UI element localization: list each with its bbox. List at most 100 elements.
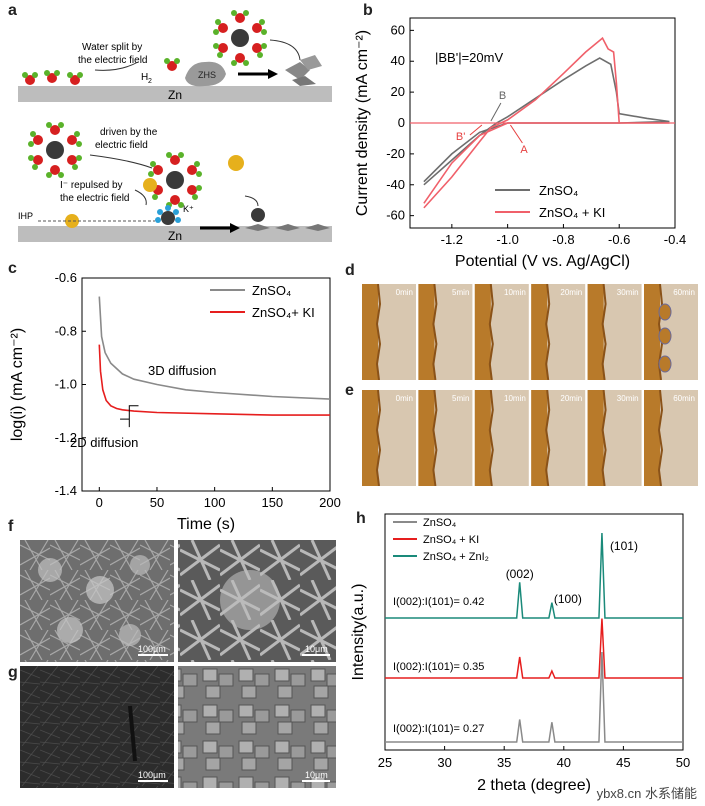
y-tick-label: -40: [386, 177, 405, 192]
xrd-pattern-0: [385, 651, 683, 743]
zn-strip: [531, 284, 548, 380]
h2-subscript: 2: [148, 78, 152, 85]
h2-label: H: [141, 72, 148, 83]
time-label: 60min: [673, 288, 695, 297]
zn-edge: [545, 389, 551, 487]
zn-strip: [418, 284, 435, 380]
zn-edge: [601, 389, 607, 487]
arrow: [269, 39, 301, 61]
x-tick-label: 35: [497, 755, 511, 770]
panel-label-a: a: [8, 2, 17, 19]
zn-strip: [418, 390, 435, 486]
xrd-pattern-1: [385, 618, 683, 679]
legend-label: ZnSO₄+ KI: [252, 305, 315, 320]
iodide-ion: [228, 155, 244, 171]
zhs-label: ZHS: [198, 70, 216, 80]
panel-label-f: f: [8, 518, 14, 535]
zn-strip: [644, 390, 660, 486]
x-tick-label: 50: [150, 495, 164, 510]
water-molecule: [22, 72, 38, 85]
x-tick-label: 45: [616, 755, 630, 770]
zn-label-top: Zn: [168, 88, 182, 102]
hydrated-zn-cluster: [213, 10, 267, 66]
panel-f-sem-images: 100μm 10μm: [20, 540, 336, 662]
zn-strip: [362, 390, 378, 486]
zn-strip: [587, 390, 604, 486]
k-plus-label: K⁺: [183, 204, 194, 214]
x-axis-label: Potential (V vs. Ag/AgCl): [455, 253, 630, 270]
water-split-text-1: Water split by: [82, 42, 142, 53]
zn-electrode-top: [18, 86, 332, 102]
y-tick-label: -1.0: [55, 377, 77, 392]
arrow: [94, 61, 139, 71]
time-label: 20min: [560, 288, 582, 297]
optical-d-frames: 0min 5min 10min 20min 30min 60min: [362, 283, 698, 381]
y-tick-label: 60: [391, 22, 405, 37]
x-axis-label: Time (s): [177, 516, 235, 533]
series-line-0: [98, 296, 331, 400]
panel-label-d: d: [345, 262, 355, 279]
y-axis-label: log(i) (mA cm⁻²): [9, 328, 26, 441]
time-label: 60min: [673, 394, 695, 403]
zn-edge: [375, 389, 382, 487]
zn-strip: [474, 284, 491, 380]
dendrite: [658, 327, 672, 345]
legend-label: ZnSO₄: [423, 517, 457, 529]
plot-frame: [384, 513, 684, 751]
legend-label: ZnSO₄: [539, 183, 578, 198]
panel-b-cv-chart: -1.2 -1.0 -0.8 -0.6 -0.4 -60 -40 -20 0 20 40 60 Pote…: [354, 17, 686, 270]
time-label: 5min: [452, 394, 469, 403]
dendrite: [658, 355, 672, 373]
marker-arrow: [469, 124, 483, 136]
iodide-ion: [65, 214, 79, 228]
water-molecule: [67, 72, 83, 85]
panel-c-chrono-chart: 0 50 100 150 200 -1.4 -1.2 -1.0 -0.8 -0.6 Time (s)…: [9, 270, 341, 533]
hydrated-zn-cluster: [28, 122, 82, 178]
x-tick-label: -0.8: [552, 232, 574, 247]
x-tick-label: 0: [96, 495, 103, 510]
zn-strip: [531, 390, 548, 486]
panel-e-optical-images: 0min 5min 10min 20min 30min 60min: [362, 389, 698, 487]
panel-label-c: c: [8, 260, 17, 277]
time-label: 0min: [396, 288, 413, 297]
y-tick-label: -60: [386, 208, 405, 223]
zn-edge: [432, 389, 438, 487]
x-tick-label: 150: [261, 495, 283, 510]
xrd-pattern-2: [385, 532, 683, 619]
zn-strip: [474, 390, 491, 486]
x-tick-label: 40: [557, 755, 571, 770]
x-tick-label: -0.4: [664, 232, 686, 247]
zn-edge: [488, 389, 494, 487]
zn-edge: [601, 283, 607, 381]
scale-bar-f-right: 10μm: [305, 644, 328, 654]
intensity-ratio: I(002):I(101)= 0.42: [393, 596, 484, 608]
water-molecule: [44, 70, 60, 83]
repulsed-text-2: the electric field: [60, 193, 129, 204]
y-tick-label: -20: [386, 146, 405, 161]
zn-edge: [545, 283, 551, 381]
scale-bar-f-left: 100μm: [138, 644, 166, 654]
y-axis-label: Intensity(a.u.): [350, 584, 367, 681]
panel-a-schematic: Zn Water split by the electric field H 2…: [18, 10, 332, 243]
water-split-text-2: the electric field: [78, 55, 147, 66]
time-label: 0min: [396, 394, 413, 403]
marker-label: B: [499, 90, 506, 102]
y-axis-label: Current density (mA cm⁻²): [354, 30, 371, 216]
legend-label: ZnSO₄ + ZnI₂: [423, 551, 489, 563]
panel-label-b: b: [363, 2, 373, 19]
legend-label: ZnSO₄ + KI: [423, 534, 479, 546]
bracket-arrow: [128, 405, 139, 428]
x-tick-label: 30: [437, 755, 451, 770]
annotation: |BB'|=20mV: [435, 50, 503, 65]
panel-label-e: e: [345, 382, 354, 399]
y-tick-label: 40: [391, 53, 405, 68]
marker-label: A: [520, 144, 528, 156]
marker-arrow: [490, 102, 502, 122]
panel-label-g: g: [8, 664, 18, 681]
hydrated-zn-cluster: [148, 152, 202, 208]
y-tick-label: 20: [391, 84, 405, 99]
ihp-label: IHP: [18, 211, 33, 221]
time-label: 30min: [617, 288, 639, 297]
flat-deposit: [245, 224, 270, 231]
dendrite: [658, 303, 672, 321]
